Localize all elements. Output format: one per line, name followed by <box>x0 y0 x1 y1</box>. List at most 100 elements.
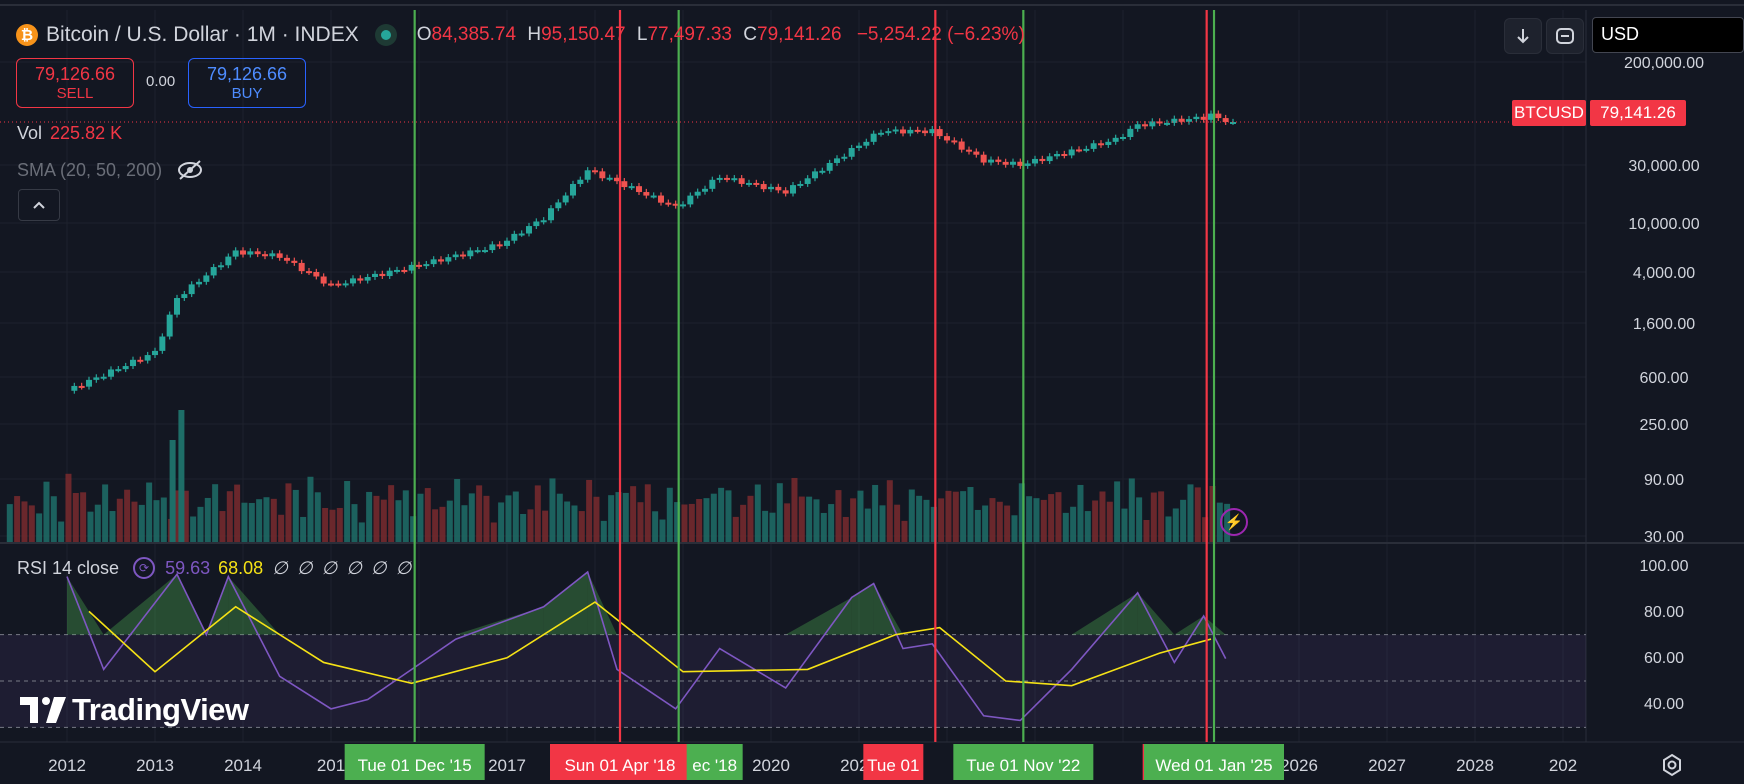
volume-bar <box>864 508 871 542</box>
candle-body <box>614 177 620 182</box>
refresh-icon[interactable]: ⟳ <box>133 557 156 579</box>
candle-body <box>240 250 246 255</box>
sma-legend[interactable]: SMA (20, 50, 200) <box>17 159 204 181</box>
candle-body <box>914 129 921 132</box>
candle-body <box>995 159 1002 162</box>
price-axis-tick: 250.00 <box>1640 417 1689 434</box>
volume-bar <box>1084 511 1091 542</box>
volume-bar <box>153 500 160 542</box>
bitcoin-icon[interactable]: ₿ <box>16 24 38 46</box>
volume-bar <box>527 509 534 542</box>
signal-date-tag <box>550 744 690 780</box>
volume-bar <box>322 508 329 542</box>
candle-body <box>408 264 415 271</box>
candle-body <box>577 179 584 184</box>
candle-body <box>863 141 870 146</box>
volume-bar <box>439 506 446 542</box>
candle-body <box>108 369 114 377</box>
volume-bar <box>446 500 453 542</box>
volume-bar <box>960 491 967 542</box>
candle-body <box>232 250 239 257</box>
time-axis-label: 2017 <box>488 756 526 775</box>
volume-bar <box>270 498 277 542</box>
buy-button[interactable]: 79,126.66 BUY <box>188 58 306 108</box>
candle-body <box>313 272 320 277</box>
volume-bar <box>380 499 387 542</box>
candle-body <box>423 264 430 267</box>
volume-bar <box>696 499 703 542</box>
volume-bar <box>1216 502 1223 542</box>
candle-body <box>298 262 305 272</box>
candle-body <box>716 177 723 180</box>
hidden-eye-icon[interactable] <box>176 159 204 181</box>
tradingview-logo[interactable]: TradingView <box>20 692 249 728</box>
volume-bar <box>593 496 600 542</box>
settings-icon[interactable] <box>1660 753 1684 777</box>
candle-body <box>548 208 554 221</box>
volume-bar <box>703 498 710 542</box>
candle-body <box>144 355 151 361</box>
volume-bar <box>930 506 937 542</box>
volume-bar <box>94 504 101 542</box>
lightning-icon[interactable]: ⚡ <box>1220 508 1248 536</box>
volume-bar <box>226 491 233 542</box>
candle-body <box>944 136 950 141</box>
sell-button[interactable]: 79,126.66 SELL <box>16 58 134 108</box>
candle-body <box>71 385 78 391</box>
candle-body <box>878 132 884 135</box>
volume-legend[interactable]: Vol 225.82 K <box>17 123 123 143</box>
candle-body <box>584 170 591 180</box>
volume-bar <box>395 500 402 542</box>
volume-bar <box>630 486 637 542</box>
candle-body <box>892 129 899 132</box>
volume-bar <box>373 495 380 542</box>
volume-bar <box>872 484 879 542</box>
volume-bar <box>710 493 717 542</box>
candle-body <box>628 186 635 189</box>
volume-bar <box>410 516 417 542</box>
chevron-up-icon <box>33 201 45 209</box>
volume-bar <box>1180 499 1187 542</box>
time-axis-label: 2026 <box>1280 756 1318 775</box>
rsi-legend[interactable]: RSI 14 close ⟳ 59.63 68.08 ∅ ∅ ∅ ∅ ∅ ∅ <box>17 557 412 579</box>
candle-body <box>1186 119 1192 122</box>
volume-bar <box>989 498 996 542</box>
volume-bar <box>1202 517 1209 542</box>
candle-body <box>636 186 642 193</box>
volume-bar <box>1033 498 1040 542</box>
rsi-axis-tick: 40.00 <box>1644 696 1684 713</box>
candle-body <box>782 190 789 194</box>
candle-body <box>658 195 664 203</box>
volume-bar <box>982 505 989 542</box>
collapse-legend-button[interactable] <box>18 189 60 221</box>
download-button[interactable] <box>1504 18 1542 54</box>
candle-body <box>533 221 540 227</box>
candle-body <box>856 145 862 149</box>
currency-select[interactable]: USD <box>1592 17 1744 53</box>
candle-body <box>1134 124 1141 129</box>
candle-body <box>1076 149 1082 152</box>
candle-body <box>746 182 752 185</box>
volume-bar <box>674 502 681 542</box>
volume-bar <box>798 496 805 542</box>
candle-body <box>460 254 466 257</box>
candle-body <box>1208 113 1214 120</box>
volume-bar <box>351 504 358 542</box>
volume-bar <box>549 478 556 542</box>
candle-body <box>526 226 532 234</box>
volume-bar <box>732 516 739 542</box>
fullscreen-button[interactable] <box>1546 18 1584 54</box>
volume-bar <box>366 491 373 542</box>
signal-date-label: Wed 01 Jan '25 <box>1155 756 1272 775</box>
rsi-line <box>66 570 1227 722</box>
candle-body <box>1127 128 1134 137</box>
symbol-title[interactable]: Bitcoin / U.S. Dollar · 1M · INDEX <box>46 23 359 46</box>
candle-body <box>687 195 694 205</box>
volume-bar <box>1099 491 1106 542</box>
volume-bar <box>1194 487 1201 542</box>
volume-bar <box>116 498 123 542</box>
signal-date-label: ec '18 <box>692 756 737 775</box>
volume-bar <box>131 501 138 542</box>
